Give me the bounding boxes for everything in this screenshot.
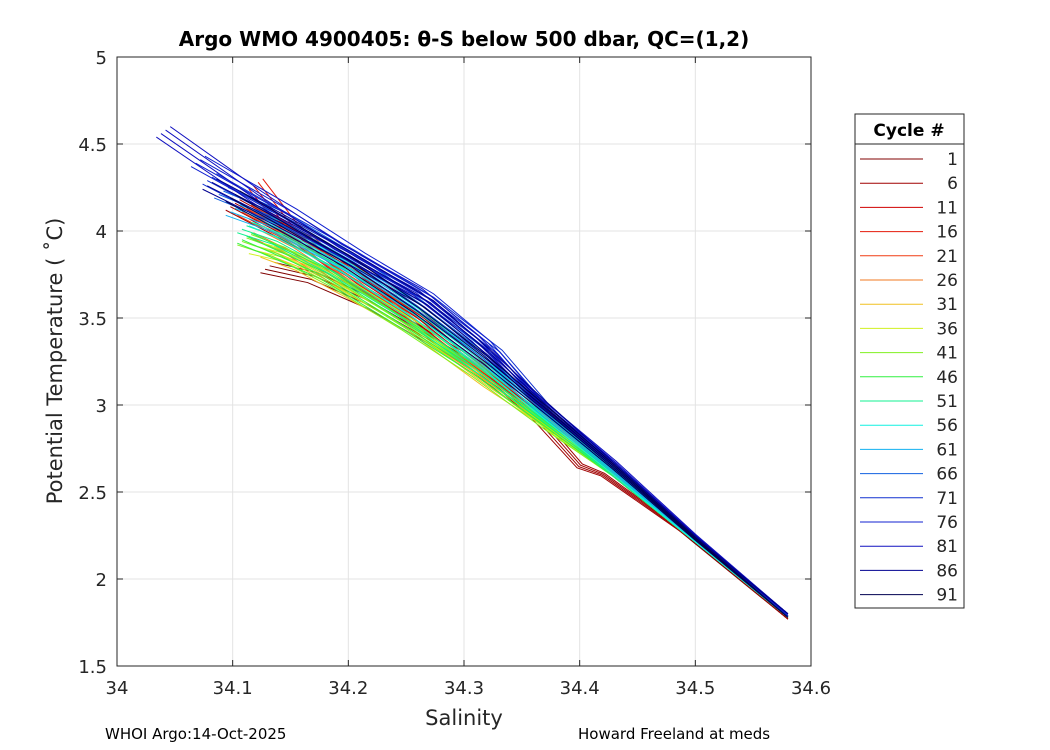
x-tick-label: 34.2: [328, 678, 368, 699]
legend: Cycle # 16111621263136414651566166717681…: [854, 113, 965, 609]
y-tick-label: 4.5: [78, 135, 107, 156]
series-line-cycle-36: [262, 242, 789, 618]
series-line-cycle-51: [237, 232, 789, 618]
legend-label: 6: [947, 174, 958, 194]
legend-label: 36: [936, 319, 958, 339]
series-line-cycle-51: [241, 228, 789, 618]
legend-label: 1: [947, 150, 958, 170]
y-tick-label: 1.5: [78, 657, 107, 678]
legend-label: 51: [936, 392, 958, 412]
chart-title: Argo WMO 4900405: θ-S below 500 dbar, QC…: [179, 27, 749, 51]
legend-label: 16: [936, 223, 958, 243]
series-line-cycle-1: [269, 265, 789, 620]
grid: [116, 56, 812, 667]
series-line-cycle-86: [216, 178, 789, 615]
series-line-cycle-36: [253, 249, 789, 618]
legend-label: 31: [936, 295, 958, 315]
legend-label: 56: [936, 416, 958, 436]
x-tick-label: 34.3: [444, 678, 484, 699]
footer-right: Howard Freeland at meds: [578, 725, 771, 743]
legend-label: 41: [936, 344, 958, 364]
x-tick-label: 34.1: [213, 678, 253, 699]
legend-label: 91: [936, 586, 958, 606]
legend-label: 76: [936, 513, 958, 533]
legend-label: 86: [936, 561, 958, 581]
series-line-cycle-91: [230, 197, 789, 618]
series-line-cycle-46: [241, 239, 789, 618]
legend-label: 61: [936, 440, 958, 460]
legend-label: 26: [936, 271, 958, 291]
y-tick-label: 3.5: [78, 309, 107, 330]
legend-label: 11: [936, 198, 958, 218]
series-line-cycle-51: [246, 225, 789, 618]
y-tick-label: 2.5: [78, 483, 107, 504]
series-line-cycle-56: [248, 225, 789, 618]
series-line-cycle-31: [274, 246, 789, 618]
x-tick-label: 34.4: [560, 678, 600, 699]
x-tick-label: 34.5: [675, 678, 715, 699]
series-line-cycle-36: [248, 253, 789, 618]
legend-label: 81: [936, 537, 958, 557]
series-line-cycle-41: [241, 240, 789, 618]
y-axis-label: Potential Temperature ( ˚C): [43, 218, 67, 505]
legend-label: 66: [936, 465, 958, 485]
footer-left: WHOI Argo:14-Oct-2025: [105, 725, 287, 743]
series-line-cycle-1: [274, 261, 789, 620]
series-lines: [156, 126, 789, 620]
series-line-cycle-1: [264, 268, 789, 620]
series-line-cycle-41: [237, 244, 789, 618]
series-line-cycle-1: [260, 272, 789, 620]
legend-title: Cycle #: [873, 121, 944, 141]
series-line-cycle-91: [225, 200, 789, 618]
series-line-cycle-86: [206, 185, 789, 615]
series-line-cycle-31: [264, 253, 789, 618]
legend-label: 71: [936, 489, 958, 509]
series-line-cycle-46: [246, 235, 789, 618]
y-tick-label: 5: [96, 48, 107, 69]
legend-label: 21: [936, 247, 958, 267]
legend-box: [854, 113, 965, 609]
series-line-cycle-41: [246, 237, 789, 618]
series-line-cycle-46: [250, 232, 789, 618]
series-line-cycle-26: [248, 235, 789, 618]
series-line-cycle-31: [269, 249, 789, 618]
x-axis-label: Salinity: [425, 706, 503, 730]
x-tick-label: 34.6: [791, 678, 831, 699]
y-tick-label: 4: [96, 222, 107, 243]
series-line-cycle-31: [260, 256, 789, 618]
series-line-cycle-46: [237, 242, 789, 618]
series-line-cycle-51: [250, 221, 789, 618]
axis-ticks: 34 34.1 34.2 34.3 34.4 34.5 34.6 1.5 2 2.5 3 3.5 4 4.…: [78, 48, 831, 699]
series-line-cycle-36: [257, 246, 789, 618]
y-tick-label: 3: [96, 396, 107, 417]
y-tick-label: 2: [96, 570, 107, 591]
series-line-cycle-81: [169, 126, 789, 615]
series-line-cycle-41: [250, 234, 789, 618]
x-tick-label: 34: [106, 678, 129, 699]
series-line-cycle-91: [239, 190, 789, 618]
series-line-cycle-91: [234, 194, 789, 618]
legend-label: 46: [936, 368, 958, 388]
